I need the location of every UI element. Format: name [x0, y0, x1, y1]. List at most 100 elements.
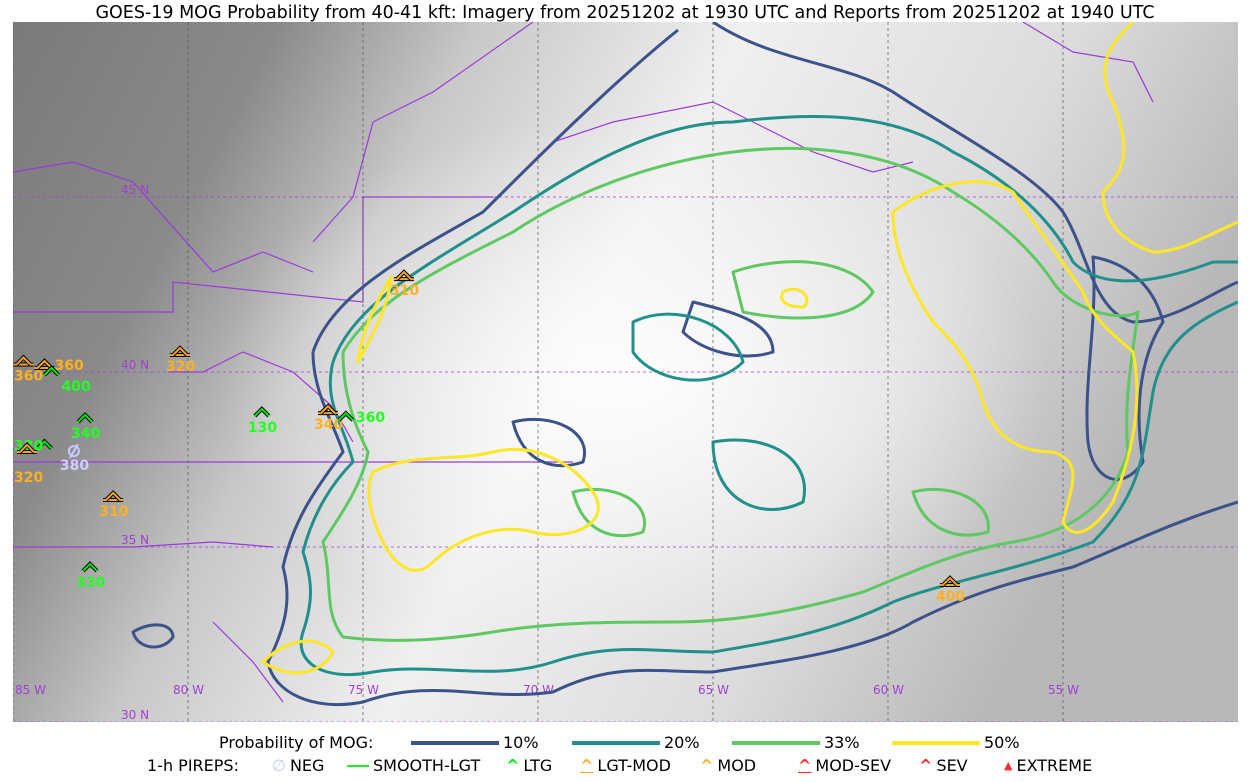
caret-icon: [338, 411, 354, 421]
legend-label: MOD: [717, 756, 757, 775]
caret-icon: [36, 440, 53, 450]
legend-label: MOD-SEV: [815, 756, 892, 775]
pirep-mod[interactable]: 320: [166, 345, 195, 375]
legend-mod-sev: ^ MOD-SEV: [798, 756, 891, 775]
caret-icon: [82, 562, 98, 572]
legend-sev: ^ SEV: [919, 756, 968, 775]
latitude-label: 30 N: [121, 708, 149, 722]
pirep-mod[interactable]: 400: [936, 575, 965, 605]
contour-50pct: [261, 287, 809, 675]
longitude-label: 60 W: [873, 683, 904, 697]
pirep-ltg[interactable]: 400: [43, 365, 91, 395]
legend-extreme: ▲ EXTREME: [1004, 756, 1092, 775]
pirep-altitude-label: 360: [14, 369, 43, 385]
pirep-mod[interactable]: 310: [99, 490, 129, 520]
pirep-ltg[interactable]: 330: [76, 561, 105, 591]
pirep-altitude-label: 330: [76, 575, 105, 591]
longitude-label: 85 W: [15, 683, 46, 697]
caret-icon: [942, 576, 958, 586]
latitude-label: 35 N: [121, 533, 149, 547]
contour-20pct: [631, 312, 806, 511]
pirep-mod[interactable]: 310: [390, 269, 419, 299]
legend-lgt-mod: ^ LGT-MOD: [580, 756, 671, 775]
pirep-altitude-label: 130: [248, 420, 277, 436]
pirep-altitude-label: 310: [390, 283, 419, 299]
pirep-lgt-mod[interactable]: 360: [13, 354, 44, 385]
map: 45 N40 N35 N30 N85 W 80 W 75 W 70 W 65 W 60 W…: [13, 22, 1238, 722]
legend-label: NEG: [289, 756, 325, 775]
contour-33pct: [321, 146, 1140, 642]
legend-label: 10%: [503, 733, 539, 752]
longitude-label: 80 W: [173, 683, 204, 697]
caret-icon: [320, 404, 336, 414]
contour-10pct: [131, 623, 175, 649]
legend-item-20: 20%: [572, 733, 700, 752]
pirep-altitude-label: 340: [71, 426, 100, 442]
pirep-altitude-label: 340: [314, 417, 343, 433]
line-icon: [572, 740, 660, 745]
longitude-label: 65 W: [698, 683, 729, 697]
contour-10pct: [1085, 255, 1165, 481]
pirep-altitude-label: 360: [356, 410, 385, 426]
pirep-altitude-label: 380: [60, 458, 89, 474]
double-caret-bar-icon: ^: [798, 756, 812, 775]
pirep-altitude-label: 400: [62, 379, 91, 395]
legend-neg: ∅ NEG: [272, 756, 324, 775]
pirep-altitude-label: 400: [936, 589, 965, 605]
filled-triangle-icon: ▲: [1004, 759, 1013, 772]
pirep-legend-title: 1-h PIREPS:: [147, 756, 239, 775]
chart-title: GOES-19 MOG Probability from 40-41 kft: …: [95, 3, 1155, 23]
latitude-label: 45 N: [121, 183, 149, 197]
legend-label: 50%: [984, 733, 1020, 752]
neg-slashed-circle-icon: ∅: [272, 756, 286, 775]
longitude-label: 55 W: [1048, 683, 1079, 697]
pirep-altitude-label: 320: [14, 470, 43, 486]
caret-icon: [36, 359, 53, 369]
neg-slashed-circle-icon: [67, 445, 80, 458]
legend-label: LGT-MOD: [597, 756, 671, 775]
pirep-altitude-label: 310: [99, 504, 128, 520]
legend-label: 33%: [824, 733, 860, 752]
caret-icon: [77, 413, 93, 423]
pirep-mod[interactable]: 340: [314, 403, 343, 433]
cloud-shield: [173, 82, 1093, 682]
caret-bar-icon: ^: [580, 756, 594, 775]
contour-50pct: [367, 447, 600, 572]
legend-label: 20%: [664, 733, 700, 752]
legend-mod: ^ MOD: [700, 756, 756, 775]
probability-legend-title: Probability of MOG:: [219, 733, 374, 752]
pirep-altitude-label: 320: [166, 359, 195, 375]
caret-icon: ^: [700, 756, 714, 775]
pirep-neg[interactable]: 380: [60, 443, 89, 474]
latitude-label: 40 N: [121, 358, 149, 372]
legend-item-33: 33%: [732, 733, 860, 752]
legend-label: LTG: [523, 756, 553, 775]
pirep-lgt-mod[interactable]: 320: [14, 442, 43, 486]
caret-icon: [105, 491, 121, 501]
legend-label: SEV: [936, 756, 968, 775]
line-icon: [411, 740, 499, 745]
longitude-label: 75 W: [348, 683, 379, 697]
caret-icon: [19, 443, 35, 453]
line-icon: [732, 740, 820, 745]
legend-item-50: 50%: [892, 733, 1020, 752]
legend-label: EXTREME: [1016, 756, 1093, 775]
caret-icon: ^: [506, 756, 520, 775]
pirep-ltg[interactable]: 130: [248, 406, 277, 436]
caret-icon: [172, 346, 188, 356]
legend-label: SMOOTH-LGT: [373, 756, 481, 775]
legend-item-10: 10%: [411, 733, 539, 752]
caret-icon: [43, 366, 60, 376]
slash: [69, 443, 79, 459]
double-caret-icon: ^: [919, 756, 933, 775]
legend-ltg: ^ LTG: [506, 756, 552, 775]
caret-icon: [396, 270, 412, 280]
caret-icon: [254, 407, 270, 417]
probability-contours: [131, 22, 1238, 707]
contour-10pct: [266, 22, 1238, 707]
lat-lon-grid: 45 N40 N35 N30 N85 W 80 W 75 W 70 W 65 W 60 W…: [13, 22, 1238, 722]
caret-icon: [15, 356, 32, 366]
pirep-ltg[interactable]: 360: [337, 410, 385, 426]
contour-33pct: [571, 260, 990, 538]
pirep-ltg[interactable]: 340: [71, 412, 101, 442]
